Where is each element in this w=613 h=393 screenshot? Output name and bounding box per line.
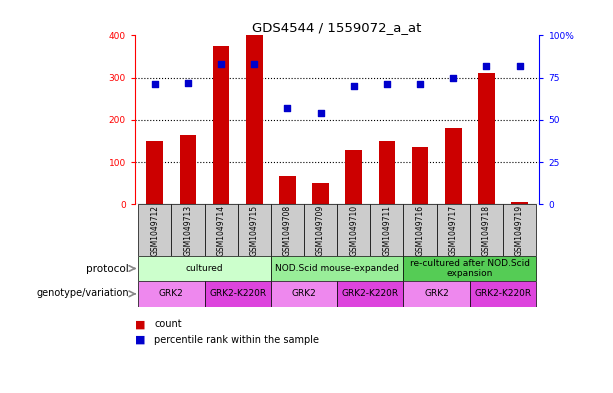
- Text: GSM1049715: GSM1049715: [249, 205, 259, 256]
- Bar: [279, 176, 295, 204]
- Text: cultured: cultured: [186, 264, 223, 273]
- FancyBboxPatch shape: [172, 204, 205, 256]
- FancyBboxPatch shape: [205, 204, 238, 256]
- Text: GSM1049709: GSM1049709: [316, 204, 325, 256]
- FancyBboxPatch shape: [238, 204, 271, 256]
- Text: GSM1049712: GSM1049712: [150, 205, 159, 255]
- FancyBboxPatch shape: [205, 281, 271, 307]
- Text: re-cultured after NOD.Scid
expansion: re-cultured after NOD.Scid expansion: [410, 259, 530, 278]
- Text: GRK2-K220R: GRK2-K220R: [474, 289, 531, 298]
- FancyBboxPatch shape: [271, 281, 337, 307]
- Bar: [511, 202, 528, 204]
- Text: GRK2-K220R: GRK2-K220R: [209, 289, 266, 298]
- Bar: [147, 141, 163, 204]
- FancyBboxPatch shape: [138, 204, 172, 256]
- Text: GRK2: GRK2: [292, 289, 316, 298]
- Text: percentile rank within the sample: percentile rank within the sample: [154, 335, 319, 345]
- FancyBboxPatch shape: [403, 204, 436, 256]
- Point: [448, 75, 458, 81]
- Point: [249, 61, 259, 67]
- Text: protocol: protocol: [86, 264, 129, 274]
- FancyBboxPatch shape: [138, 281, 205, 307]
- Point: [183, 79, 193, 86]
- Bar: [246, 35, 262, 204]
- Text: count: count: [154, 319, 182, 329]
- Bar: [379, 141, 395, 204]
- FancyBboxPatch shape: [337, 281, 403, 307]
- Text: GRK2-K220R: GRK2-K220R: [342, 289, 399, 298]
- Point: [316, 110, 326, 116]
- Text: GSM1049718: GSM1049718: [482, 205, 491, 255]
- Point: [382, 81, 392, 88]
- Point: [216, 61, 226, 67]
- FancyBboxPatch shape: [271, 204, 304, 256]
- Bar: [445, 129, 462, 204]
- Bar: [213, 46, 229, 204]
- FancyBboxPatch shape: [470, 204, 503, 256]
- Point: [283, 105, 292, 111]
- Text: GSM1049719: GSM1049719: [515, 205, 524, 256]
- FancyBboxPatch shape: [337, 204, 370, 256]
- Text: GRK2: GRK2: [424, 289, 449, 298]
- FancyBboxPatch shape: [304, 204, 337, 256]
- Point: [481, 62, 491, 69]
- FancyBboxPatch shape: [403, 256, 536, 281]
- Point: [415, 81, 425, 88]
- Title: GDS4544 / 1559072_a_at: GDS4544 / 1559072_a_at: [253, 21, 422, 34]
- FancyBboxPatch shape: [403, 281, 470, 307]
- Text: GSM1049713: GSM1049713: [183, 205, 192, 256]
- Point: [150, 81, 159, 88]
- Bar: [312, 184, 329, 204]
- Text: GSM1049717: GSM1049717: [449, 205, 458, 256]
- Text: GSM1049711: GSM1049711: [383, 205, 391, 255]
- FancyBboxPatch shape: [138, 256, 271, 281]
- FancyBboxPatch shape: [436, 204, 470, 256]
- Bar: [412, 147, 428, 204]
- FancyBboxPatch shape: [470, 281, 536, 307]
- FancyBboxPatch shape: [503, 204, 536, 256]
- Bar: [346, 151, 362, 204]
- Bar: [180, 135, 196, 204]
- Text: genotype/variation: genotype/variation: [36, 288, 129, 298]
- Text: GSM1049716: GSM1049716: [416, 205, 425, 256]
- FancyBboxPatch shape: [370, 204, 403, 256]
- Text: ■: ■: [135, 335, 145, 345]
- Text: ■: ■: [135, 319, 145, 329]
- Point: [349, 83, 359, 89]
- FancyBboxPatch shape: [271, 256, 403, 281]
- Text: GRK2: GRK2: [159, 289, 184, 298]
- Text: GSM1049710: GSM1049710: [349, 205, 358, 256]
- Bar: [478, 73, 495, 204]
- Text: GSM1049708: GSM1049708: [283, 205, 292, 256]
- Text: NOD.Scid mouse-expanded: NOD.Scid mouse-expanded: [275, 264, 399, 273]
- Text: GSM1049714: GSM1049714: [216, 205, 226, 256]
- Point: [515, 62, 525, 69]
